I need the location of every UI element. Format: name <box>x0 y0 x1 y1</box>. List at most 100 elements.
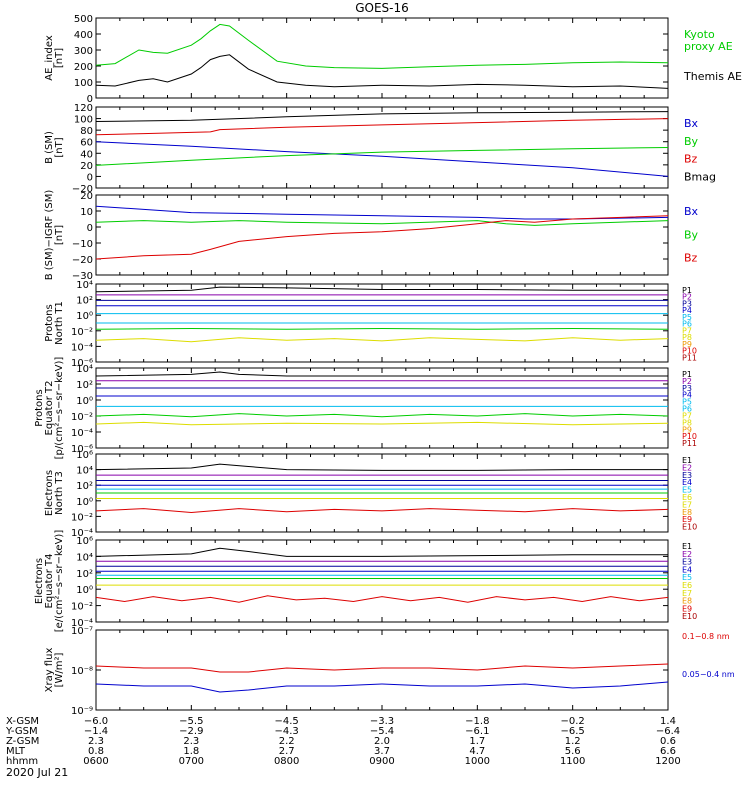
y-tick-label: 10⁻⁴ <box>71 618 93 629</box>
axis-row-value: −0.2 <box>561 716 585 727</box>
legend-label: Bz <box>684 153 698 166</box>
y-tick-label: −20 <box>72 255 93 266</box>
plot-title: GOES-16 <box>355 1 409 15</box>
y-axis-label: North T1 <box>54 301 65 345</box>
axis-row-label: Z-GSM <box>6 736 39 747</box>
y-tick-label: 10⁰ <box>76 311 93 322</box>
panel-8: 10⁻⁷ 10⁻⁸ 10⁻⁹ Xray flux [W/m²] 0.1−0.8 nm 0.0… <box>44 626 735 717</box>
axis-row-value: 4.7 <box>469 746 485 757</box>
series-line-p7 <box>95 327 669 330</box>
axis-row-value: 3.7 <box>374 746 390 757</box>
legend-label: P7 <box>682 411 692 420</box>
axis-row-value: 0900 <box>369 756 394 767</box>
series-line-p1 <box>95 286 668 293</box>
y-tick-label: 10⁰ <box>76 585 93 596</box>
y-axis-label: [W/m²] <box>54 652 65 687</box>
axis-row-value: 2.7 <box>279 746 295 757</box>
y-tick-label: 10⁻⁴ <box>71 528 93 539</box>
y-axis-label: Equator T2 <box>44 381 55 436</box>
y-tick-label: 10⁻⁶ <box>71 444 93 455</box>
legend-label: 0.1−0.8 nm <box>682 632 730 641</box>
legend-label: E1 <box>682 542 692 551</box>
axis-row-label: hhmm <box>6 756 38 767</box>
legend-label: P5 <box>682 398 692 407</box>
series-line-p7 <box>95 421 669 426</box>
axis-row-value: 1.8 <box>183 746 199 757</box>
legend-label: By <box>684 135 699 148</box>
y-tick-label: 200 <box>74 62 93 73</box>
axis-row-value: 5.6 <box>565 746 581 757</box>
y-axis-label: [nT] <box>54 137 65 157</box>
axis-row-label: MLT <box>6 746 26 757</box>
legend-label: E8 <box>682 508 692 517</box>
legend-label: E9 <box>682 604 692 613</box>
legend-label: E2 <box>682 550 692 559</box>
y-tick-label: 400 <box>74 30 93 41</box>
legend-label: P11 <box>682 353 697 362</box>
y-tick-label: 10 <box>80 207 93 218</box>
axis-row-value: 2.0 <box>374 736 390 747</box>
y-tick-label: 10⁻⁹ <box>71 706 93 717</box>
series-line-0-05-0-4-nm <box>95 681 669 693</box>
y-tick-label: 20 <box>80 191 93 202</box>
legend-label: E1 <box>682 456 692 465</box>
panel-3: −30 −20 −10 0 10 20 B (SM)−IGRF (SM) [nT] Bx By Bz <box>44 190 699 282</box>
series-line-0-1-0-8-nm <box>95 663 669 673</box>
legend-label: E7 <box>682 589 692 598</box>
legend-label: P6 <box>682 320 692 329</box>
series-line-themis-ae <box>95 54 669 89</box>
legend-label: By <box>684 228 699 241</box>
axis-row-value: −3.3 <box>370 716 394 727</box>
axis-row-value: −6.1 <box>465 726 489 737</box>
axis-row-value: −6.4 <box>656 726 680 737</box>
axis-row-label: X-GSM <box>6 716 39 727</box>
y-tick-label: 10⁻² <box>71 412 93 423</box>
axis-row-value: 1.2 <box>565 736 581 747</box>
series-line-e1 <box>95 547 668 557</box>
legend-label: E3 <box>682 558 692 567</box>
y-axis-label: North T3 <box>54 471 65 515</box>
axis-row-value: 0.8 <box>88 746 104 757</box>
legend-label: 0.05−0.4 nm <box>682 670 735 679</box>
y-tick-label: 0 <box>87 94 93 105</box>
y-tick-label: −20 <box>72 184 93 195</box>
y-tick-label: 10⁻² <box>71 602 93 613</box>
legend-label: E5 <box>682 486 692 495</box>
axis-row-value: −4.3 <box>275 726 299 737</box>
y-tick-label: 10² <box>76 481 93 492</box>
axis-row-value: 1.7 <box>469 736 485 747</box>
y-axis-label: Protons <box>44 304 55 341</box>
legend-label: proxy AE <box>684 40 733 53</box>
y-axis-label: [nT] <box>54 48 65 68</box>
axis-row-value: −1.4 <box>84 726 108 737</box>
legend-label: E10 <box>682 523 697 532</box>
y-tick-label: 300 <box>74 46 93 57</box>
legend-label: E7 <box>682 500 692 509</box>
axis-row-value: 1100 <box>560 756 585 767</box>
legend-label: P6 <box>682 405 692 414</box>
axis-row-value: 0700 <box>179 756 204 767</box>
axis-row-value: −6.5 <box>561 726 585 737</box>
panel-frame <box>95 367 669 449</box>
axis-row-value: 0800 <box>274 756 299 767</box>
legend-label: E2 <box>682 463 692 472</box>
legend-label: P10 <box>682 347 697 356</box>
y-tick-label: 500 <box>74 14 93 25</box>
y-tick-label: 10² <box>76 569 93 580</box>
legend-label: P7 <box>682 326 692 335</box>
series-line-p6 <box>95 413 669 418</box>
series-line-bx <box>95 205 669 220</box>
panel-frame <box>95 539 669 623</box>
axis-row-value: 1.4 <box>660 716 676 727</box>
legend-label: E10 <box>682 612 697 621</box>
series-line-e1 <box>95 463 668 471</box>
legend-label: Themis AE <box>683 70 742 83</box>
axis-row-value: −5.4 <box>370 726 394 737</box>
y-tick-label: 10⁴ <box>76 280 93 291</box>
series-line-by <box>95 220 669 226</box>
y-tick-label: −10 <box>72 239 93 250</box>
y-axis-label: [e/(cm²−s−sr−keV)] <box>54 530 65 633</box>
y-tick-label: 10⁻⁷ <box>71 626 93 637</box>
y-axis-label: [p/(cm²−s−sr−keV)] <box>54 357 65 460</box>
panel-7: 10⁶ 10⁴ 10² 10⁰ 10⁻² 10⁻⁴ Electrons Equator T4[… <box>34 530 697 633</box>
